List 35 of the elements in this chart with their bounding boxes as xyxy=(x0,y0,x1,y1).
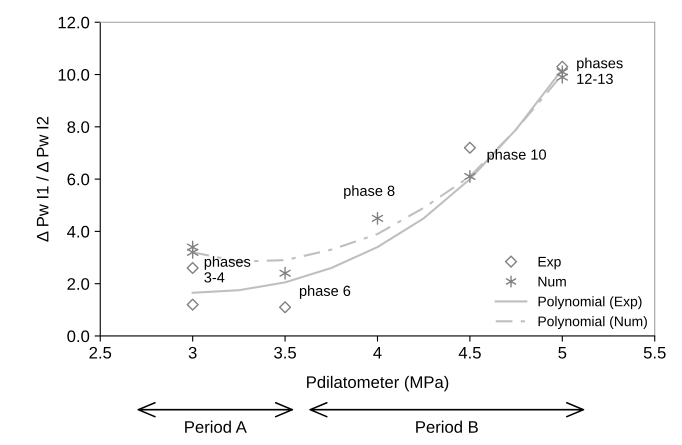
y-axis-title: Δ Pw I1 / Δ Pw I2 xyxy=(36,116,49,242)
y-tick-label: 12.0 xyxy=(58,16,90,28)
legend-label: Num xyxy=(538,276,566,286)
x-tick-label: 3 xyxy=(188,346,197,359)
annotation: phases 3-4 xyxy=(204,256,250,283)
y-tick-label: 8.0 xyxy=(67,121,90,134)
y-tick-label: 4.0 xyxy=(67,226,90,238)
point xyxy=(464,142,476,154)
x-tick-label: 4 xyxy=(373,347,382,358)
x-tick-label: 3.5 xyxy=(274,346,296,359)
legend-label: Polynomial (Num) xyxy=(538,316,647,330)
point xyxy=(464,170,476,184)
x-tick-label: 4.5 xyxy=(458,347,481,359)
x-axis-title: Pdilatometer (MPa) xyxy=(307,376,448,392)
x-tick-label: 5 xyxy=(558,347,566,359)
point xyxy=(279,301,292,314)
point xyxy=(186,298,199,311)
annotation: phase 8 xyxy=(344,185,394,199)
text: Period A xyxy=(185,420,247,433)
y-tick-label: 10.0 xyxy=(58,68,90,81)
point xyxy=(186,262,199,274)
x-tick-label: 5.5 xyxy=(644,347,666,359)
annotation: phase 10 xyxy=(488,149,546,163)
y-tick-label: 0.0 xyxy=(67,330,90,342)
x-tick-label: 2.5 xyxy=(90,346,112,359)
annotation: phases 12-13 xyxy=(577,58,623,84)
y-tick-label: 6.0 xyxy=(68,174,90,186)
legend-label: Polynomial (Exp) xyxy=(538,296,642,310)
point xyxy=(556,60,568,73)
legend-label: Exp xyxy=(538,256,561,270)
text: Period B xyxy=(416,420,478,433)
point xyxy=(372,212,384,225)
annotation: phase 6 xyxy=(300,285,350,299)
y-tick-label: 2.0 xyxy=(68,278,90,290)
point xyxy=(279,266,291,280)
